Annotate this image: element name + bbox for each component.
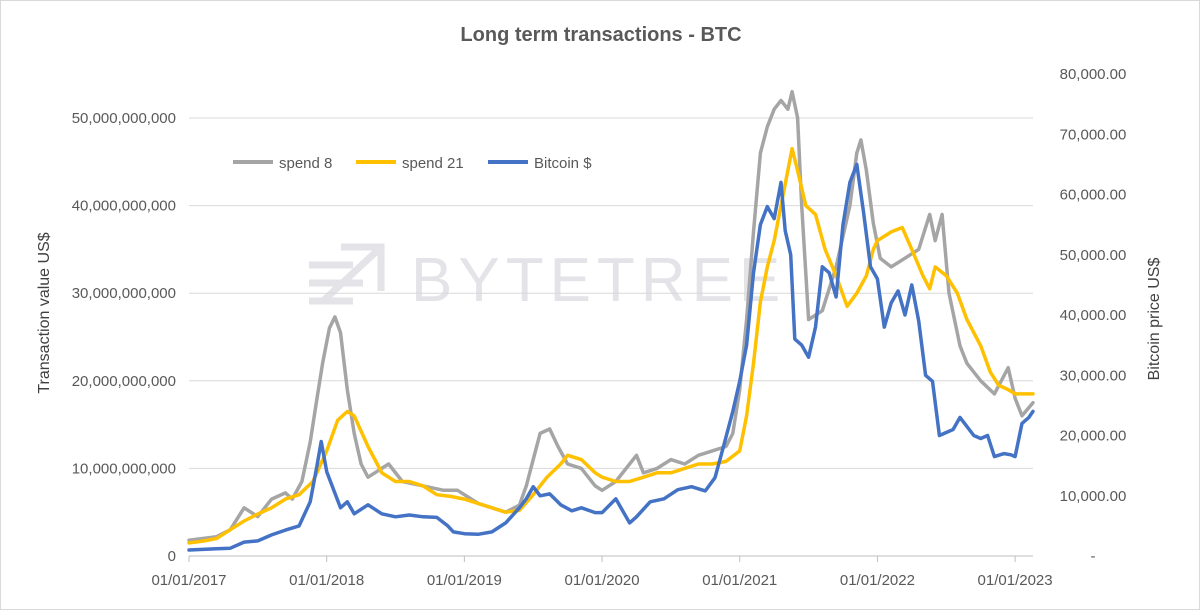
left-axis-title: Transaction value US$ [36,232,53,393]
left-tick-label: 50,000,000,000 [72,110,176,127]
series-lines [187,89,1035,552]
right-axis-ticks: - 10,000.00 20,000.00 30,000.00 40,000.00 50,… [1060,66,1127,565]
right-tick-label: 70,000.00 [1060,126,1127,143]
x-tick-label: 01/01/2022 [840,572,915,589]
right-tick-label: 40,000.00 [1060,307,1127,324]
right-tick-label: - [1091,548,1096,565]
watermark-logo-icon [309,243,385,305]
left-tick-label: 40,000,000,000 [72,198,176,215]
left-tick-label: 30,000,000,000 [72,285,176,302]
chart-title: Long term transactions - BTC [460,24,741,46]
x-tick-label: 01/01/2017 [151,572,226,589]
bytetree-watermark: BYTETREE [309,243,786,315]
left-axis-ticks: 0 10,000,000,000 20,000,000,000 30,000,000,… [72,110,176,565]
legend-entry-spend-8: spend 8 [233,155,332,172]
right-tick-label: 30,000.00 [1060,367,1127,384]
x-tick-label: 01/01/2020 [565,572,640,589]
right-tick-label: 80,000.00 [1060,66,1127,83]
right-tick-label: 20,000.00 [1060,428,1127,445]
series-line-bitcoin [187,162,1035,552]
x-tick-label: 01/01/2019 [427,572,502,589]
x-axis-ticks: 01/01/2017 01/01/2018 01/01/2019 01/01/2020… [151,556,1053,589]
left-tick-label: 10,000,000,000 [72,460,176,477]
legend-label-spend-21: spend 21 [402,155,464,172]
x-tick-label: 01/01/2018 [289,572,364,589]
watermark-text: BYTETREE [411,246,786,315]
legend-label-bitcoin: Bitcoin $ [534,155,592,172]
series-line-spend-21 [187,146,1035,545]
chart-legend: spend 8 spend 21 Bitcoin $ [233,155,592,172]
series-line-spend-8 [187,89,1035,542]
left-tick-label: 0 [168,548,176,565]
x-tick-label: 01/01/2023 [978,572,1053,589]
right-axis-title: Bitcoin price US$ [1146,258,1163,381]
x-tick-label: 01/01/2021 [702,572,777,589]
gridlines [189,117,1033,557]
legend-entry-spend-21: spend 21 [356,155,464,172]
legend-entry-bitcoin: Bitcoin $ [488,155,592,172]
right-tick-label: 60,000.00 [1060,187,1127,204]
right-tick-label: 50,000.00 [1060,247,1127,264]
left-tick-label: 20,000,000,000 [72,373,176,390]
legend-label-spend-8: spend 8 [279,155,332,172]
right-tick-label: 10,000.00 [1060,488,1127,505]
